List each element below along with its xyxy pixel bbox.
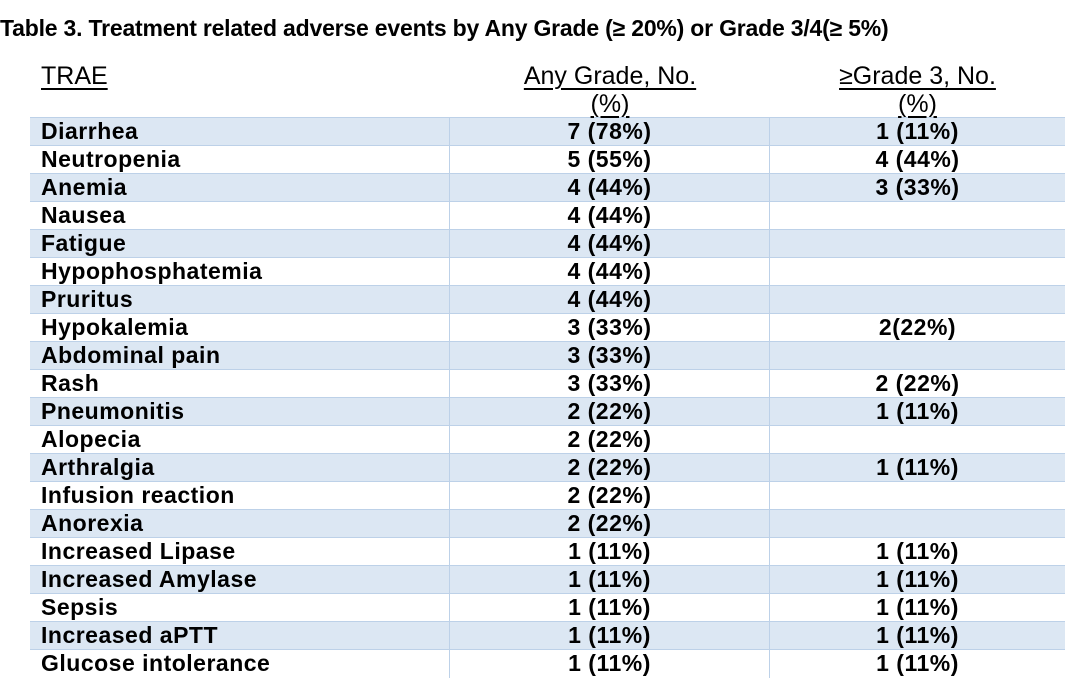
adverse-events-table: TRAE Any Grade, No. (%) ≥Grade 3, No. (%… — [30, 62, 1065, 678]
table-row: Anemia 4 (44%) 3 (33%) — [30, 174, 1065, 202]
any-grade-cell: 2 (22%) — [450, 454, 770, 481]
any-grade-cell: 2 (22%) — [450, 482, 770, 509]
trae-cell: Hypokalemia — [30, 314, 450, 341]
trae-cell: Abdominal pain — [30, 342, 450, 369]
table-row: Hypokalemia 3 (33%) 2(22%) — [30, 314, 1065, 342]
table-row: Nausea 4 (44%) — [30, 202, 1065, 230]
column-header-trae-label: TRAE — [41, 62, 108, 90]
grade3-cell: 1 (11%) — [876, 118, 959, 144]
trae-cell: Increased Lipase — [30, 538, 450, 565]
any-grade-cell: 7 (78%) — [450, 118, 770, 145]
table-row: Neutropenia 5 (55%) 4 (44%) — [30, 146, 1065, 174]
trae-cell: Increased Amylase — [30, 566, 450, 593]
grade3-cell: 2(22%) — [878, 314, 957, 340]
any-grade-cell: 2 (22%) — [450, 398, 770, 425]
grade3-cell — [770, 202, 1065, 229]
table-title: Table 3. Treatment related adverse event… — [0, 15, 889, 41]
any-grade-cell: 2 (22%) — [450, 510, 770, 537]
grade3-cell — [770, 286, 1065, 313]
trae-cell: Sepsis — [30, 594, 450, 621]
any-grade-cell: 1 (11%) — [450, 650, 770, 678]
table-row: Increased Lipase 1 (11%) 1 (11%) — [30, 538, 1065, 566]
trae-cell: Diarrhea — [30, 118, 450, 145]
any-grade-cell: 5 (55%) — [450, 146, 770, 173]
grade3-cell: 4 (44%) — [875, 146, 960, 172]
table-row: Abdominal pain 3 (33%) — [30, 342, 1065, 370]
table-row: Sepsis 1 (11%) 1 (11%) — [30, 594, 1065, 622]
table-row: Increased Amylase 1 (11%) 1 (11%) — [30, 566, 1065, 594]
table-header: TRAE Any Grade, No. (%) ≥Grade 3, No. (%… — [30, 62, 1065, 118]
table-row: Rash 3 (33%) 2 (22%) — [30, 370, 1065, 398]
trae-cell: Glucose intolerance — [30, 650, 450, 678]
any-grade-cell: 4 (44%) — [450, 202, 770, 229]
table-row: Fatigue 4 (44%) — [30, 230, 1065, 258]
any-grade-cell: 3 (33%) — [450, 314, 770, 341]
any-grade-cell: 1 (11%) — [450, 538, 770, 565]
table-row: Infusion reaction 2 (22%) — [30, 482, 1065, 510]
grade3-cell — [770, 258, 1065, 285]
column-header-grade3: ≥Grade 3, No. (%) — [770, 62, 1065, 118]
table-body: Diarrhea 7 (78%) 1 (11%) Neutropenia 5 (… — [30, 117, 1065, 678]
grade3-cell: 1 (11%) — [876, 622, 959, 648]
column-header-trae: TRAE — [30, 62, 450, 117]
any-grade-cell: 1 (11%) — [450, 622, 770, 649]
any-grade-cell: 1 (11%) — [450, 566, 770, 593]
trae-cell: Pneumonitis — [30, 398, 450, 425]
trae-cell: Nausea — [30, 202, 450, 229]
column-header-any-grade: Any Grade, No. (%) — [450, 62, 770, 118]
trae-cell: Alopecia — [30, 426, 450, 453]
trae-cell: Hypophosphatemia — [30, 258, 450, 285]
any-grade-cell: 4 (44%) — [450, 174, 770, 201]
table-row: Hypophosphatemia 4 (44%) — [30, 258, 1065, 286]
table-row: Alopecia 2 (22%) — [30, 426, 1065, 454]
any-grade-cell: 3 (33%) — [450, 342, 770, 369]
table-row: Pneumonitis 2 (22%) 1 (11%) — [30, 398, 1065, 426]
grade3-cell — [770, 482, 1065, 509]
grade3-cell: 1 (11%) — [876, 650, 959, 676]
table-row: Anorexia 2 (22%) — [30, 510, 1065, 538]
table-row: Pruritus 4 (44%) — [30, 286, 1065, 314]
grade3-cell: 1 (11%) — [876, 454, 959, 480]
column-header-any-grade-label: Any Grade, No. — [523, 62, 697, 90]
grade3-cell — [770, 510, 1065, 537]
grade3-cell: 3 (33%) — [875, 174, 960, 200]
grade3-cell: 2 (22%) — [875, 370, 960, 396]
trae-cell: Infusion reaction — [30, 482, 450, 509]
trae-cell: Rash — [30, 370, 450, 397]
grade3-cell — [770, 426, 1065, 453]
trae-cell: Pruritus — [30, 286, 450, 313]
any-grade-cell: 4 (44%) — [450, 230, 770, 257]
trae-cell: Neutropenia — [30, 146, 450, 173]
trae-cell: Increased aPTT — [30, 622, 450, 649]
any-grade-cell: 4 (44%) — [450, 286, 770, 313]
trae-cell: Anemia — [30, 174, 450, 201]
any-grade-cell: 4 (44%) — [450, 258, 770, 285]
column-header-grade3-label: ≥Grade 3, No. — [839, 62, 996, 90]
grade3-cell: 1 (11%) — [876, 594, 959, 620]
column-header-grade3-sub: (%) — [898, 90, 937, 118]
grade3-cell — [770, 342, 1065, 369]
table-row: Increased aPTT 1 (11%) 1 (11%) — [30, 622, 1065, 650]
grade3-cell: 1 (11%) — [876, 538, 959, 564]
table-row: Diarrhea 7 (78%) 1 (11%) — [30, 118, 1065, 146]
table-row: Arthralgia 2 (22%) 1 (11%) — [30, 454, 1065, 482]
column-header-any-grade-sub: (%) — [590, 90, 630, 118]
trae-cell: Arthralgia — [30, 454, 450, 481]
table-row: Glucose intolerance 1 (11%) 1 (11%) — [30, 650, 1065, 678]
grade3-cell — [770, 230, 1065, 257]
trae-cell: Fatigue — [30, 230, 450, 257]
any-grade-cell: 1 (11%) — [450, 594, 770, 621]
any-grade-cell: 3 (33%) — [450, 370, 770, 397]
trae-cell: Anorexia — [30, 510, 450, 537]
grade3-cell: 1 (11%) — [876, 398, 959, 424]
any-grade-cell: 2 (22%) — [450, 426, 770, 453]
grade3-cell: 1 (11%) — [876, 566, 959, 592]
